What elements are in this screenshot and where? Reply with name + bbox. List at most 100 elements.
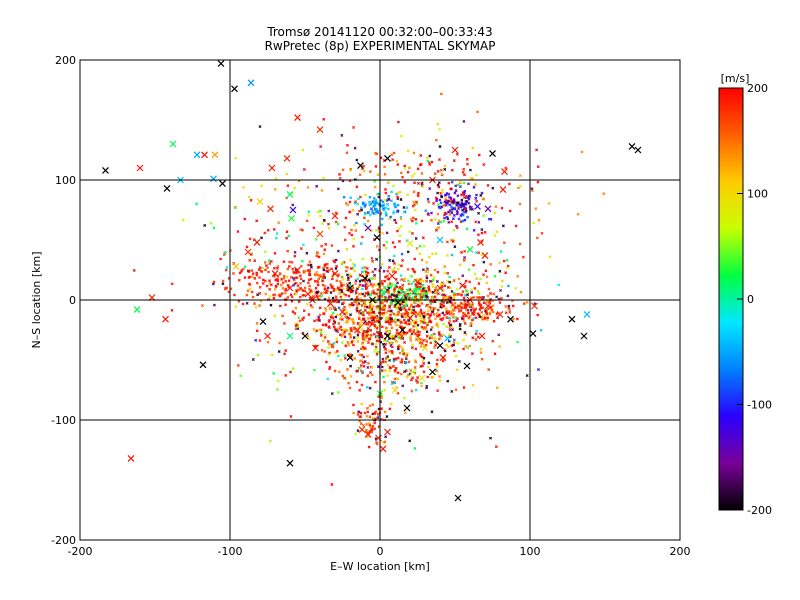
small-marker — [536, 165, 540, 169]
small-marker — [424, 313, 428, 317]
small-marker — [390, 351, 394, 354]
small-marker — [418, 300, 422, 304]
small-marker — [352, 237, 356, 241]
small-marker — [445, 310, 449, 314]
small-marker — [243, 217, 247, 221]
large-marker — [364, 224, 372, 232]
small-marker — [324, 306, 327, 310]
small-marker — [442, 300, 446, 304]
small-marker — [400, 134, 403, 138]
small-marker — [236, 230, 240, 233]
small-marker — [388, 369, 392, 373]
small-marker — [361, 257, 365, 261]
small-marker — [469, 305, 473, 309]
small-marker — [416, 376, 420, 380]
small-marker — [438, 313, 441, 317]
small-marker — [406, 311, 410, 315]
small-marker — [323, 263, 327, 267]
small-marker — [365, 385, 369, 389]
small-marker — [400, 346, 404, 350]
small-marker — [396, 267, 400, 271]
small-marker — [324, 309, 328, 313]
small-marker — [368, 425, 372, 429]
small-marker — [412, 289, 416, 293]
small-marker — [439, 282, 443, 286]
small-marker — [330, 244, 334, 248]
small-marker — [446, 271, 450, 275]
small-marker — [452, 295, 456, 299]
small-marker — [368, 337, 372, 341]
small-marker — [449, 312, 452, 316]
small-marker — [428, 319, 432, 323]
small-marker — [316, 318, 319, 322]
small-marker — [415, 200, 418, 204]
small-marker — [358, 359, 362, 363]
small-marker — [495, 386, 499, 390]
small-marker — [386, 274, 389, 278]
large-marker — [169, 140, 177, 148]
small-marker — [306, 281, 310, 285]
small-marker — [463, 321, 467, 325]
small-marker — [407, 360, 411, 364]
large-marker — [463, 362, 471, 370]
small-marker — [358, 292, 361, 296]
small-marker — [299, 277, 303, 281]
small-marker — [253, 302, 256, 305]
large-marker — [163, 184, 171, 192]
small-marker — [421, 359, 425, 363]
small-marker — [255, 273, 259, 277]
small-marker — [466, 293, 470, 297]
small-marker — [515, 317, 519, 321]
small-marker — [341, 277, 345, 281]
large-marker — [384, 332, 391, 340]
small-marker — [333, 369, 337, 373]
small-marker — [449, 197, 453, 201]
small-marker — [308, 260, 312, 264]
small-marker — [393, 317, 397, 321]
small-marker — [453, 301, 457, 305]
small-marker — [502, 241, 506, 245]
small-marker — [326, 377, 330, 381]
y-tick-label: 100 — [55, 174, 76, 187]
small-marker — [406, 279, 410, 283]
small-marker — [465, 227, 469, 231]
small-marker — [396, 312, 400, 316]
large-marker — [133, 306, 141, 314]
small-marker — [398, 190, 402, 194]
small-marker — [356, 333, 360, 337]
small-marker — [293, 254, 297, 258]
small-marker — [413, 296, 417, 299]
small-marker — [221, 279, 225, 283]
large-marker — [529, 330, 537, 338]
small-marker — [222, 253, 226, 257]
small-marker — [316, 273, 320, 277]
small-marker — [369, 333, 373, 337]
small-marker — [334, 258, 338, 262]
small-marker — [419, 321, 423, 325]
large-marker — [210, 175, 217, 183]
small-marker — [274, 236, 278, 240]
small-marker — [429, 273, 433, 277]
small-marker — [364, 291, 368, 295]
small-marker — [346, 266, 349, 270]
small-marker — [460, 250, 464, 254]
small-marker — [498, 261, 502, 265]
small-marker — [366, 219, 370, 223]
small-marker — [410, 282, 414, 286]
small-marker — [258, 125, 262, 129]
small-marker — [395, 294, 399, 298]
small-marker — [450, 310, 453, 314]
small-marker — [470, 352, 474, 356]
small-marker — [360, 402, 364, 406]
small-marker — [446, 379, 450, 383]
small-marker — [314, 237, 318, 241]
small-marker — [395, 210, 399, 214]
small-marker — [339, 358, 343, 362]
small-marker — [438, 198, 442, 202]
small-marker — [219, 257, 223, 261]
small-marker — [384, 213, 388, 217]
small-marker — [375, 339, 379, 343]
small-marker — [276, 279, 280, 283]
small-marker — [389, 295, 393, 299]
small-marker — [268, 287, 272, 291]
